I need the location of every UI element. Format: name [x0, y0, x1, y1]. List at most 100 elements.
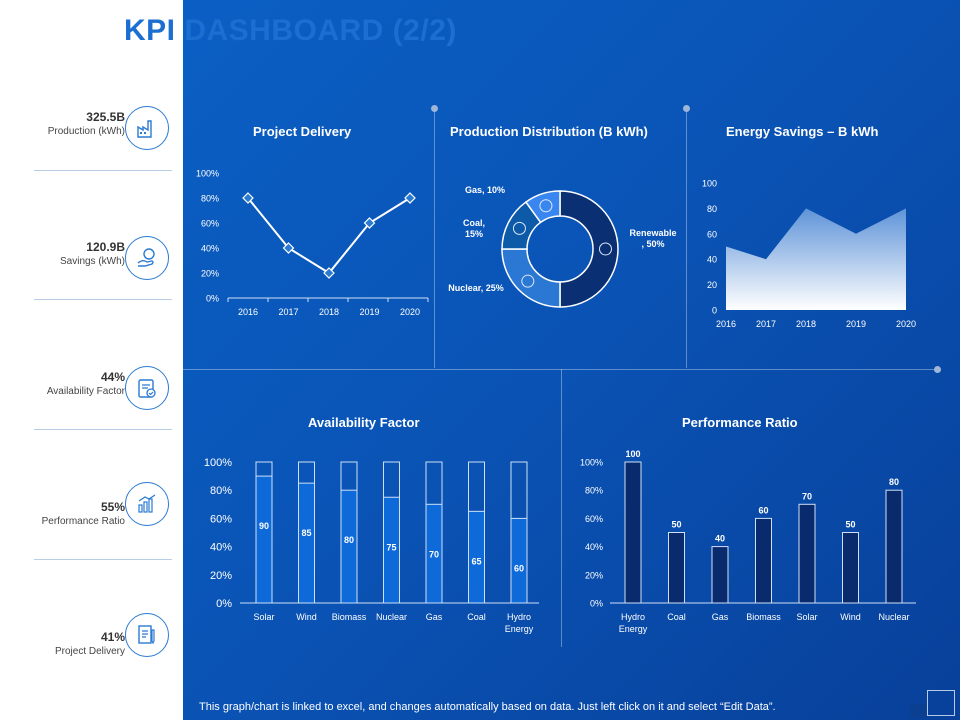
grid-divider [434, 108, 435, 368]
bar [668, 532, 685, 604]
y-tick-label: 40% [585, 542, 603, 552]
x-tick-label: Coal [667, 612, 686, 622]
bar [711, 546, 729, 604]
x-tick-label: Solar [796, 612, 817, 622]
y-tick-label: 60 [707, 229, 717, 239]
x-tick-label: 2020 [400, 307, 420, 317]
y-tick-label: 40% [210, 542, 232, 554]
pie-slice [501, 248, 561, 308]
pie-slice [524, 190, 561, 224]
bar-value-label: 80 [889, 477, 899, 487]
y-tick-label: 100% [580, 458, 603, 468]
bar [255, 475, 273, 604]
bar [798, 503, 816, 604]
y-tick-label: 60% [585, 514, 603, 524]
line-point [363, 217, 376, 229]
x-tick-label: Solar [253, 612, 274, 622]
kpi-divider [34, 299, 172, 300]
kpi-icon-circle [125, 613, 169, 657]
y-tick-label: 80% [585, 486, 603, 496]
y-tick-label: 60% [210, 513, 232, 525]
kpi-value: 55% [100, 500, 125, 514]
kpi-value: 41% [100, 630, 125, 644]
grid-divider [561, 369, 562, 647]
pie-label: 15% [465, 229, 483, 239]
kpi-divider [34, 170, 172, 171]
pie-label: , 50% [641, 239, 664, 249]
kpi-value: 120.9B [86, 240, 125, 254]
pie-label: Nuclear, 25% [448, 283, 504, 293]
y-tick-label: 0 [712, 306, 717, 316]
gas-icon [539, 199, 553, 213]
grid-divider [183, 369, 938, 370]
bar [624, 461, 642, 604]
line-point [282, 242, 295, 254]
x-tick-label: 2017 [278, 307, 298, 317]
x-tick-label: 2018 [796, 319, 816, 329]
kpi-label: Project Delivery [54, 646, 125, 657]
bar-value-label: 85 [301, 528, 311, 538]
line-point [323, 267, 335, 279]
y-tick-label: 100% [196, 169, 219, 179]
x-tick-label: 2020 [896, 319, 916, 329]
bar [755, 517, 772, 604]
bar-value-label: 60 [758, 505, 768, 515]
bar [425, 503, 443, 604]
bar-value-label: 60 [514, 563, 524, 573]
y-tick-label: 0% [206, 294, 219, 304]
kpi-value: 325.5B [86, 110, 125, 124]
x-tick-label: Energy [505, 624, 534, 634]
nuclear-icon [521, 274, 535, 288]
x-tick-label: Hydro [621, 612, 645, 622]
x-tick-label: 2016 [238, 307, 258, 317]
kpi-value: 44% [100, 370, 125, 384]
x-tick-label: Coal [467, 612, 486, 622]
kpi-divider [34, 429, 172, 430]
y-tick-label: 20% [210, 570, 232, 582]
bar [298, 482, 315, 604]
y-tick-label: 0% [216, 598, 232, 610]
kpi-savings: 120.9B Savings (kWh) [0, 236, 183, 296]
bar-value-label: 50 [671, 520, 681, 530]
kpi-icon-circle [125, 236, 169, 280]
renewable-icon [599, 242, 612, 256]
bar [842, 532, 859, 604]
line-series [247, 197, 411, 275]
bar-value-label: 90 [259, 521, 269, 531]
grid-dot [683, 105, 690, 112]
x-tick-label: Biomass [332, 612, 367, 622]
x-tick-label: Gas [426, 612, 443, 622]
kpi-label: Performance Ratio [41, 516, 125, 527]
bar-value-label: 100 [625, 449, 640, 459]
x-tick-label: Wind [840, 612, 861, 622]
x-tick-label: Wind [296, 612, 317, 622]
y-tick-label: 80% [210, 485, 232, 497]
chart-title-performance-ratio: Performance Ratio [682, 415, 798, 430]
kpi-performance: 55% Performance Ratio [0, 482, 183, 556]
y-tick-label: 60% [201, 219, 219, 229]
kpi-label: Savings (kWh) [59, 256, 125, 267]
y-tick-label: 20% [201, 269, 219, 279]
bar [885, 489, 903, 604]
bar [340, 489, 358, 604]
corner-decoration [910, 704, 926, 718]
chart-title-project-delivery: Project Delivery [253, 124, 352, 139]
grid-divider [686, 108, 687, 368]
chart-title-energy-savings: Energy Savings – B kWh [726, 124, 879, 139]
kpi-production: 325.5B Production (kWh) [0, 106, 183, 166]
bar-value-label: 70 [429, 549, 439, 559]
area-series [726, 208, 906, 310]
bar-value-label: 40 [715, 534, 725, 544]
factory-icon [137, 120, 152, 138]
x-tick-label: Biomass [746, 612, 781, 622]
chart-title-production-distribution: Production Distribution (B kWh) [450, 124, 648, 139]
bar [468, 510, 485, 604]
grid-dot [934, 366, 941, 373]
x-tick-label: Nuclear [878, 612, 909, 622]
kpi-icon-circle [125, 106, 169, 150]
bar-value-label: 65 [471, 556, 481, 566]
money-hand-icon [137, 248, 155, 267]
kpi-divider [34, 559, 172, 560]
x-tick-label: Energy [619, 624, 648, 634]
